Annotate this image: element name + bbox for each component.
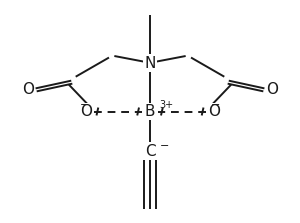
Text: B: B	[145, 104, 155, 119]
Text: −: −	[160, 141, 169, 151]
Text: O: O	[80, 104, 92, 119]
Text: −: −	[211, 100, 220, 110]
Text: C: C	[145, 144, 155, 159]
Text: −: −	[80, 100, 89, 110]
Text: 3+: 3+	[159, 100, 173, 110]
Text: N: N	[144, 56, 156, 70]
Text: O: O	[22, 82, 34, 97]
Text: O: O	[266, 82, 278, 97]
Text: O: O	[208, 104, 220, 119]
